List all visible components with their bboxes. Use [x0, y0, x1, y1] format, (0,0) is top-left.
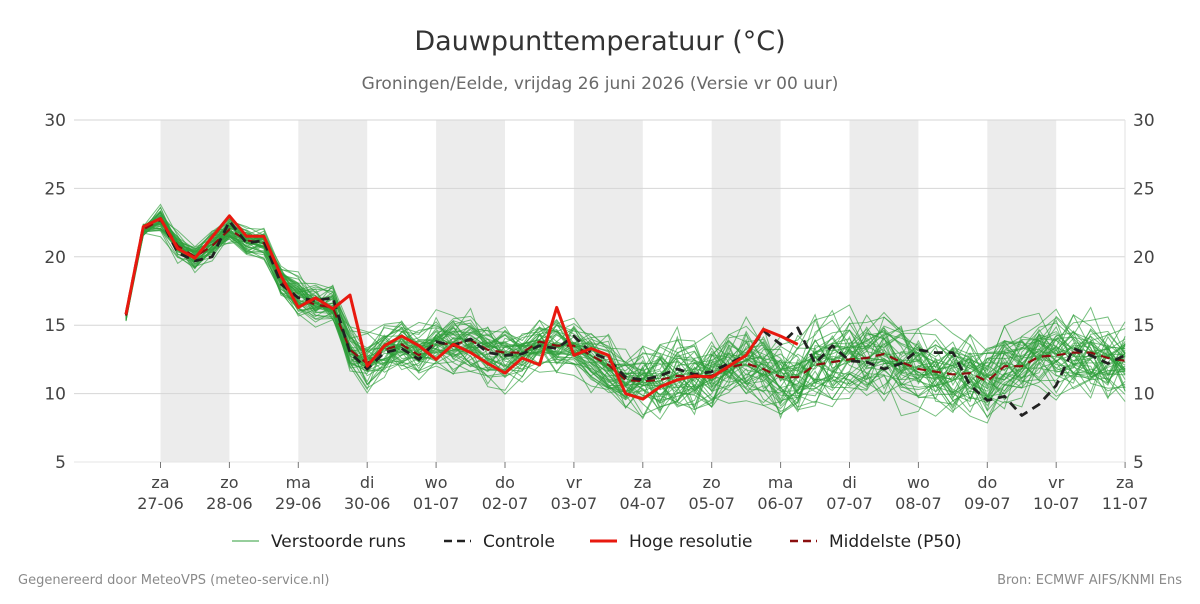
x-tick-date: 30-06 [344, 494, 391, 513]
x-tick-date: 02-07 [482, 494, 529, 513]
ensemble-run [125, 226, 1126, 399]
y-tick-label-right: 15 [1133, 316, 1155, 336]
x-tick-day: vr [566, 473, 582, 492]
y-tick-label-right: 30 [1133, 111, 1155, 131]
x-tick-day: zo [220, 473, 238, 492]
x-tick-day: wo [425, 473, 448, 492]
x-tick-day: za [634, 473, 652, 492]
x-tick-date: 06-07 [757, 494, 804, 513]
x-tick-date: 04-07 [620, 494, 667, 513]
x-tick-date: 10-07 [1033, 494, 1080, 513]
main-series [124, 214, 1126, 417]
legend-label: Controle [483, 532, 555, 552]
x-tick-day: za [151, 473, 169, 492]
x-tick-day: za [1116, 473, 1134, 492]
x-tick-day: wo [907, 473, 930, 492]
x-tick-date: 03-07 [551, 494, 598, 513]
x-tick-date: 11-07 [1102, 494, 1149, 513]
ensemble-run [125, 221, 1126, 408]
weekend-bands [160, 120, 1057, 462]
x-tick-date: 05-07 [688, 494, 735, 513]
legend: Verstoorde runs Controle Hoge resolutie Mid… [232, 532, 962, 552]
ensemble-run [125, 217, 1126, 414]
y-tick-label-right: 25 [1133, 179, 1155, 199]
y-tick-label-right: 5 [1133, 453, 1144, 473]
x-tick-date: 09-07 [964, 494, 1011, 513]
chart-title: Dauwpunttemperatuur (°C) [414, 26, 785, 57]
y-tick-label-right: 10 [1133, 385, 1155, 405]
y-tick-label-left: 30 [44, 111, 66, 131]
x-tick-day: vr [1048, 473, 1064, 492]
x-tick-day: di [360, 473, 375, 492]
x-tick-date: 28-06 [206, 494, 253, 513]
legend-label: Verstoorde runs [271, 532, 406, 552]
x-tick-date: 07-07 [826, 494, 873, 513]
ensemble-run [125, 223, 1126, 413]
shaded-band [711, 120, 781, 462]
gridlines [74, 119, 1126, 463]
shaded-band [849, 120, 919, 462]
shaded-band [987, 120, 1057, 462]
x-tick-day: di [842, 473, 857, 492]
shaded-band [573, 120, 643, 462]
x-tick-date: 27-06 [137, 494, 184, 513]
y-tick-label-left: 5 [55, 453, 66, 473]
y-tick-label-left: 25 [44, 179, 66, 199]
y-tick-label-right: 20 [1133, 248, 1155, 268]
ensemble-run [125, 220, 1126, 415]
x-tick-day: do [977, 473, 997, 492]
ensemble-run [125, 219, 1126, 395]
series-line-controle [124, 217, 1126, 417]
legend-label: Hoge resolutie [629, 532, 753, 552]
footer-generated-by: Gegenereerd door MeteoVPS (meteo-service… [18, 573, 330, 588]
legend-label: Middelste (P50) [829, 532, 962, 552]
x-axis: za 27-06 zo 28-06 ma 29-06 di 30-06 wo 01-07 do 02-… [137, 462, 1148, 513]
shaded-band [160, 120, 230, 462]
x-tick-date: 08-07 [895, 494, 942, 513]
x-tick-day: zo [703, 473, 721, 492]
x-tick-date: 01-07 [413, 494, 460, 513]
x-tick-day: do [495, 473, 515, 492]
footer-source: Bron: ECMWF AIFS/KNMI Ens [997, 573, 1182, 588]
series-line-hoge-resolutie [124, 214, 799, 401]
chart-subtitle: Groningen/Eelde, vrijdag 26 juni 2026 (V… [362, 74, 839, 94]
ensemble-run [125, 206, 1126, 398]
x-tick-day: ma [768, 473, 793, 492]
y-tick-label-left: 15 [44, 316, 66, 336]
y-tick-label-left: 20 [44, 248, 66, 268]
x-tick-day: ma [286, 473, 311, 492]
y-tick-label-left: 10 [44, 385, 66, 405]
shaded-band [436, 120, 505, 462]
x-tick-date: 29-06 [275, 494, 322, 513]
y-axis: 5 5 10 10 15 15 20 20 25 25 30 30 [44, 111, 1154, 473]
